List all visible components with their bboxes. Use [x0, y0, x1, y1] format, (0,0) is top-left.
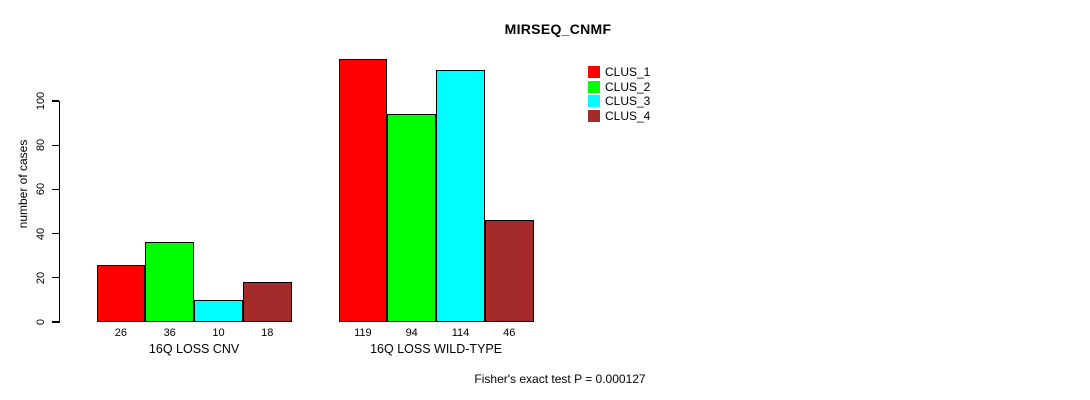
bar-value-label: 36: [163, 327, 176, 339]
y-tick-mark: [52, 321, 59, 323]
x-category-label: 16Q LOSS WILD-TYPE: [370, 342, 503, 356]
bar-value-label: 114: [451, 327, 470, 339]
bar-clus_1-group2: [338, 59, 388, 322]
y-tick-mark: [52, 277, 59, 279]
bar-value-label: 119: [354, 327, 372, 339]
y-tick-mark: [52, 188, 59, 191]
bar-clus_2-group2: [387, 114, 437, 322]
bar-clus_4-group1: [242, 282, 292, 322]
legend-label: CLUS_2: [605, 79, 651, 94]
bar-clus_4-group2: [484, 220, 534, 322]
legend-swatch-clus_1: [588, 66, 600, 78]
y-tick-label: 20: [35, 271, 47, 284]
legend-swatch-clus_2: [588, 80, 600, 93]
y-tick-mark: [52, 232, 59, 235]
y-tick-label: 0: [35, 318, 47, 326]
legend-swatch-clus_4: [588, 109, 600, 122]
y-tick-label: 40: [35, 227, 47, 240]
bar-value-label: 94: [405, 327, 418, 339]
y-axis-line: [58, 100, 61, 323]
legend-label: CLUS_4: [605, 108, 651, 123]
legend-item-clus_4: CLUS_4: [588, 109, 650, 123]
bar-value-label: 18: [261, 327, 274, 339]
bar-clus_3-group2: [436, 70, 485, 322]
legend-item-clus_3: CLUS_3: [588, 94, 650, 108]
bar-clus_3-group1: [194, 299, 243, 322]
bar-value-label: 10: [212, 327, 225, 339]
y-tick-label: 100: [35, 91, 47, 111]
y-axis-label: number of cases: [16, 139, 30, 229]
legend-item-clus_1: CLUS_1: [588, 65, 650, 79]
bar-value-label: 26: [114, 327, 128, 339]
y-tick-label: 60: [35, 183, 47, 196]
bar-clus_2-group1: [145, 242, 195, 322]
legend-item-clus_2: CLUS_2: [588, 80, 650, 94]
bar-value-label: 46: [503, 327, 516, 339]
fisher-test-annotation: Fisher's exact test P = 0.000127: [474, 372, 646, 386]
bar-clus_1-group1: [96, 264, 146, 322]
legend-swatch-clus_3: [588, 95, 600, 108]
chart-title: MIRSEQ_CNMF: [504, 21, 612, 37]
legend-label: CLUS_3: [605, 94, 651, 109]
legend-label: CLUS_1: [605, 65, 651, 79]
y-tick-mark: [52, 144, 59, 146]
y-tick-mark: [52, 100, 59, 102]
y-tick-label: 80: [35, 139, 47, 152]
x-category-label: 16Q LOSS CNV: [148, 342, 240, 356]
